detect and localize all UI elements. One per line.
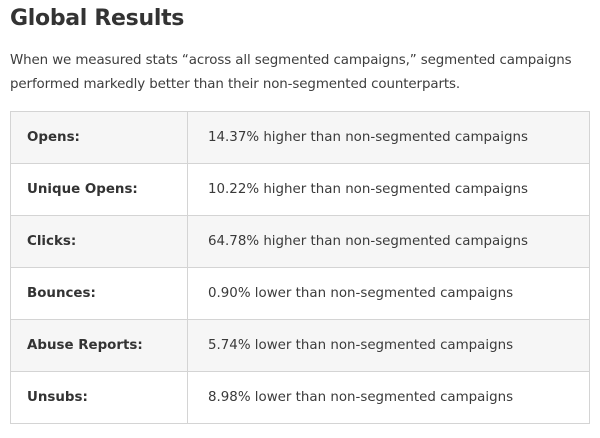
intro-paragraph: When we measured stats “across all segme…: [10, 53, 572, 92]
metric-value: 10.22% higher than non-segmented campaig…: [187, 163, 590, 216]
metric-value: 0.90% lower than non-segmented campaigns: [187, 267, 590, 320]
metric-label: Clicks:: [10, 215, 188, 268]
metric-label: Abuse Reports:: [10, 319, 188, 372]
results-table: Opens: 14.37% higher than non-segmented …: [10, 111, 590, 424]
metric-value: 64.78% higher than non-segmented campaig…: [187, 215, 590, 268]
metric-label: Unsubs:: [10, 371, 188, 424]
table-row-abuse-reports: Abuse Reports: 5.74% lower than non-segm…: [10, 319, 590, 372]
metric-value: 14.37% higher than non-segmented campaig…: [187, 111, 590, 164]
metric-label: Unique Opens:: [10, 163, 188, 216]
metric-label: Bounces:: [10, 267, 188, 320]
table-row-bounces: Bounces: 0.90% lower than non-segmented …: [10, 267, 590, 320]
table-row-unsubs: Unsubs: 8.98% lower than non-segmented c…: [10, 371, 590, 424]
metric-value: 5.74% lower than non-segmented campaigns: [187, 319, 590, 372]
table-row-opens: Opens: 14.37% higher than non-segmented …: [10, 111, 590, 164]
table-row-clicks: Clicks: 64.78% higher than non-segmented…: [10, 215, 590, 268]
table-row-unique-opens: Unique Opens: 10.22% higher than non-seg…: [10, 163, 590, 216]
metric-label: Opens:: [10, 111, 188, 164]
metric-value: 8.98% lower than non-segmented campaigns: [187, 371, 590, 424]
section-heading: Global Results: [10, 6, 185, 31]
